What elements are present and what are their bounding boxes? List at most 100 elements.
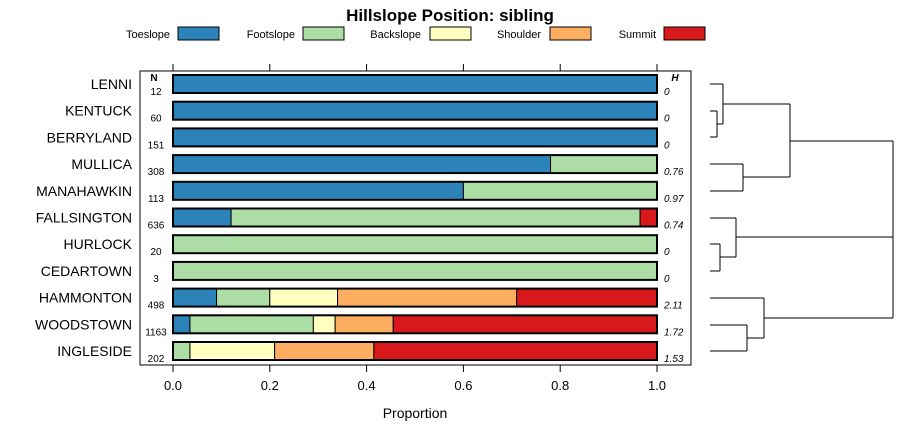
bar-row: KENTUCK 60 0 (65, 100, 670, 125)
bar-outline (172, 287, 658, 308)
legend-label: Summit (619, 29, 656, 41)
h-value: 0 (664, 87, 670, 98)
bar-outline (172, 100, 658, 121)
legend-swatch (663, 26, 706, 41)
n-value: 20 (150, 247, 162, 258)
row-label: INGLESIDE (57, 343, 132, 359)
row-label: WOODSTOWN (35, 316, 132, 332)
h-value: 0 (664, 114, 670, 125)
x-tick-label: 0.4 (358, 378, 376, 393)
bar-segment (516, 288, 658, 308)
bar-row: FALLSINGTON 636 0.74 (36, 207, 684, 232)
h-column-header: H (671, 73, 679, 84)
bar-segment (189, 341, 276, 361)
bar-segment (189, 314, 314, 334)
bar-row: HAMMONTON 498 2.11 (39, 287, 683, 312)
bar-segment (172, 154, 552, 174)
bar-segment (216, 288, 271, 308)
row-label: KENTUCK (65, 103, 133, 119)
bar-segment (172, 341, 191, 361)
bar-segment (172, 288, 218, 308)
bar-outline (172, 260, 658, 281)
bar-segment (172, 234, 658, 254)
n-value: 308 (148, 167, 165, 178)
bar-segment (172, 208, 232, 227)
row-label: MULLICA (71, 156, 132, 172)
h-value: 1.53 (664, 354, 684, 365)
bar-segment (550, 154, 658, 174)
bar-segment (172, 181, 464, 201)
bar-row: CEDARTOWN 3 0 (41, 260, 670, 285)
n-value: 636 (148, 221, 165, 232)
legend-label: Backslope (370, 29, 421, 41)
bar-segment (334, 314, 394, 334)
bar-outline (172, 154, 658, 175)
legend: Toeslope Footslope Backslope Shoulder Summit (126, 26, 706, 41)
x-axis: 0.0 0.2 0.4 0.6 0.8 1.0 (164, 365, 666, 393)
bar-segment (337, 288, 518, 308)
bar-row: LENNI 12 0 (91, 74, 670, 98)
dendrogram (710, 83, 894, 352)
bar-segment (230, 208, 641, 227)
row-label: LENNI (91, 76, 132, 92)
row-label: MANAHAWKIN (36, 183, 132, 199)
x-axis-label: Proportion (383, 405, 448, 421)
n-value: 498 (148, 301, 165, 312)
bar-segment (172, 101, 658, 121)
x-tick-label: 0.0 (164, 378, 182, 393)
bar-segment (312, 314, 336, 334)
bar-segment (172, 314, 191, 334)
row-label: HURLOCK (64, 236, 133, 252)
bar-outline (172, 207, 658, 228)
h-value: 0 (664, 140, 670, 151)
row-label: HAMMONTON (39, 290, 132, 306)
bar-outline (172, 180, 658, 201)
bar-outline (172, 341, 658, 361)
legend-swatch (549, 26, 592, 41)
x-tick-label: 1.0 (648, 378, 666, 393)
bar-row: MULLICA 308 0.76 (71, 154, 684, 178)
bar-row: INGLESIDE 202 1.53 (57, 341, 684, 365)
h-value: 0.97 (664, 194, 684, 205)
row-label: CEDARTOWN (41, 263, 132, 279)
h-value: 0.74 (664, 221, 684, 232)
bar-row: MANAHAWKIN 113 0.97 (36, 180, 684, 205)
bar-segment (392, 314, 658, 334)
n-value: 12 (150, 87, 162, 98)
bar-segment (172, 74, 658, 94)
x-tick-label: 0.2 (261, 378, 279, 393)
legend-swatch (302, 26, 345, 41)
bar-segment (639, 208, 658, 227)
bar-segment (269, 288, 339, 308)
n-value: 113 (148, 194, 164, 205)
top-axis-ticks (172, 64, 658, 71)
h-value: 0 (664, 247, 670, 258)
n-value: 60 (150, 114, 162, 125)
h-value: 0.76 (664, 167, 684, 178)
bar-row: HURLOCK 20 0 (64, 234, 670, 258)
bar-outline (172, 314, 658, 335)
bar-outline (172, 234, 658, 255)
bar-segment (462, 181, 658, 201)
plot-frame (139, 70, 692, 366)
bar-segment (172, 127, 658, 147)
row-label: FALLSINGTON (36, 210, 132, 226)
n-value: 3 (153, 274, 159, 285)
h-value: 1.72 (664, 327, 684, 338)
bar-outline (172, 127, 658, 148)
row-label: BERRYLAND (47, 129, 132, 145)
h-value: 2.11 (663, 301, 683, 312)
chart-title: Hillslope Position: sibling (346, 6, 554, 25)
n-value: 202 (148, 354, 165, 365)
dendrogram-branch (710, 83, 894, 352)
bar-row: WOODSTOWN 1163 1.72 (35, 314, 684, 338)
bar-outline (172, 74, 658, 94)
h-value: 0 (664, 274, 670, 285)
legend-label: Toeslope (126, 29, 170, 41)
n-value: 1163 (145, 327, 167, 338)
bar-row: BERRYLAND 151 0 (47, 127, 670, 151)
legend-label: Shoulder (497, 29, 541, 41)
n-value: 151 (148, 140, 165, 151)
